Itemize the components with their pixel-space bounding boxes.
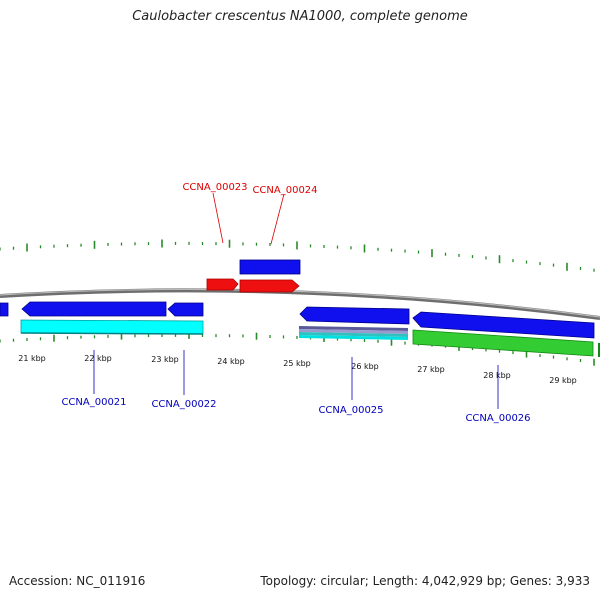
gene-label-ccna-00021[interactable]: CCNA_00021 bbox=[61, 397, 126, 408]
gene-arrow-ccna-00024[interactable] bbox=[239, 279, 300, 293]
gene-arrow-ccna-00022[interactable] bbox=[167, 302, 204, 317]
gene-arrow-ccna-00023[interactable] bbox=[206, 278, 239, 291]
scale-label: 25 kbp bbox=[283, 359, 311, 368]
scale-label: 28 kbp bbox=[483, 371, 511, 380]
gene-label-ccna-00026[interactable]: CCNA_00026 bbox=[465, 413, 530, 424]
gene-label-ccna-00025[interactable]: CCNA_00025 bbox=[318, 405, 383, 416]
scale-label: 22 kbp bbox=[84, 354, 112, 363]
scale-label: 24 kbp bbox=[217, 357, 245, 366]
backbone bbox=[0, 288, 600, 320]
gene-arrow-ccna-00026[interactable] bbox=[412, 311, 595, 339]
reverse-gene-labels: CCNA_00021 CCNA_00022 CCNA_00025 CCNA_00… bbox=[61, 350, 531, 424]
scale-label: 21 kbp bbox=[18, 354, 46, 363]
gene-label-ccna-00024[interactable]: CCNA_00024 bbox=[252, 185, 317, 196]
feature-blue-upper[interactable] bbox=[239, 259, 301, 275]
stacked-features-ccna-00025 bbox=[299, 326, 408, 340]
leader-ccna-00024 bbox=[270, 193, 285, 245]
green-feature[interactable] bbox=[412, 329, 594, 357]
gene-label-ccna-00023[interactable]: CCNA_00023 bbox=[182, 182, 247, 193]
scale-label: 23 kbp bbox=[151, 355, 179, 364]
gene-label-ccna-00022[interactable]: CCNA_00022 bbox=[151, 399, 216, 410]
gene-arrow-left-edge[interactable] bbox=[0, 302, 9, 317]
gene-arrow-ccna-00025[interactable] bbox=[299, 306, 410, 325]
inner-ticks bbox=[0, 331, 595, 366]
outer-ticks bbox=[0, 239, 595, 272]
forward-gene-labels: CCNA_00023 CCNA_00024 bbox=[182, 182, 318, 245]
backbone-highlight bbox=[0, 288, 600, 318]
accession-text: Accession: NC_011916 bbox=[9, 574, 146, 588]
page-title: Caulobacter crescentus NA1000, complete … bbox=[132, 9, 468, 24]
cyan-feature[interactable] bbox=[20, 319, 204, 335]
scale-label: 26 kbp bbox=[351, 362, 379, 371]
forward-strand-features bbox=[206, 259, 301, 293]
reverse-strand-features bbox=[0, 301, 600, 357]
scale-label: 29 kbp bbox=[549, 376, 577, 385]
leader-ccna-00023 bbox=[212, 192, 224, 244]
gene-arrow-ccna-00021[interactable] bbox=[21, 301, 167, 317]
scale-label: 27 kbp bbox=[417, 365, 445, 374]
cyan-feature-shadow bbox=[20, 332, 204, 335]
scale-labels: 21 kbp 22 kbp 23 kbp 24 kbp 25 kbp 26 kbp 27 k… bbox=[18, 354, 577, 385]
genome-stats-text: Topology: circular; Length: 4,042,929 bp… bbox=[260, 574, 590, 588]
